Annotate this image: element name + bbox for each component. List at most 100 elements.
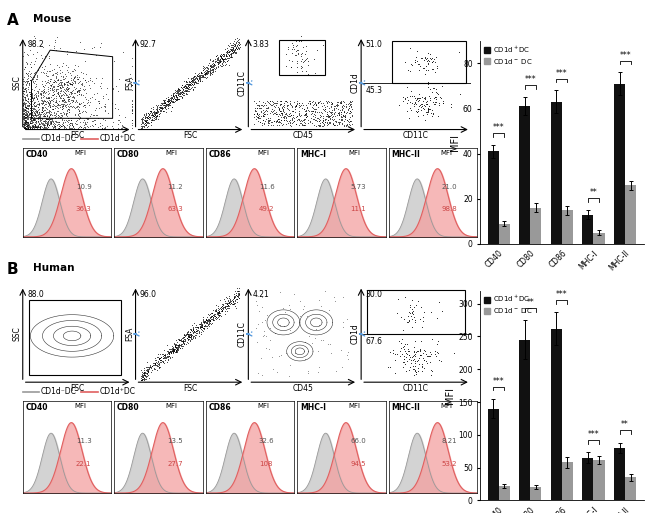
Text: CD80: CD80	[117, 150, 140, 159]
Bar	[551, 329, 562, 500]
X-axis label: CD45: CD45	[292, 131, 313, 140]
Text: MHC-II: MHC-II	[391, 150, 421, 159]
Bar	[562, 462, 573, 500]
Text: 22.1: 22.1	[76, 461, 91, 467]
Bar	[614, 84, 625, 244]
Text: MFI: MFI	[74, 403, 86, 409]
Bar	[582, 458, 593, 500]
X-axis label: FSC: FSC	[183, 131, 198, 140]
Text: CD1d⁻DC: CD1d⁻DC	[41, 134, 77, 143]
Text: 98.8: 98.8	[442, 206, 458, 212]
Text: CD86: CD86	[209, 403, 231, 412]
Legend: CD1d$^+$DC, CD1d$^-$ DC: CD1d$^+$DC, CD1d$^-$ DC	[484, 294, 532, 315]
Text: 11.6: 11.6	[259, 184, 274, 190]
Text: 10.9: 10.9	[76, 184, 92, 190]
Text: ***: ***	[556, 69, 567, 77]
Bar	[392, 41, 466, 83]
Text: MFI: MFI	[257, 150, 269, 156]
Bar	[29, 300, 122, 376]
Text: MFI: MFI	[74, 150, 86, 156]
Text: 51.0: 51.0	[365, 40, 382, 49]
Text: 36.3: 36.3	[76, 206, 92, 212]
Text: ***: ***	[493, 123, 504, 132]
Text: CD40: CD40	[25, 150, 48, 159]
Text: 11.2: 11.2	[167, 184, 183, 190]
Bar	[625, 185, 636, 244]
Text: A: A	[6, 13, 18, 28]
Text: 30.0: 30.0	[365, 290, 382, 299]
Y-axis label: CD11C: CD11C	[238, 321, 247, 347]
Text: 53.2: 53.2	[442, 461, 458, 467]
Text: 108: 108	[259, 461, 272, 467]
Text: CD86: CD86	[209, 150, 231, 159]
Bar	[488, 408, 499, 500]
Text: 11.3: 11.3	[76, 438, 92, 444]
Y-axis label: SSC: SSC	[12, 327, 21, 341]
Text: Mouse: Mouse	[32, 14, 71, 24]
Bar	[593, 232, 604, 244]
Text: MFI: MFI	[257, 403, 269, 409]
Text: ***: ***	[493, 377, 504, 385]
Text: ***: ***	[619, 51, 631, 60]
X-axis label: CD11C: CD11C	[403, 384, 429, 392]
Text: 66.0: 66.0	[350, 438, 366, 444]
Bar	[562, 210, 573, 244]
Text: 45.3: 45.3	[365, 86, 382, 95]
Y-axis label: FSA: FSA	[125, 327, 134, 341]
Y-axis label: CD11C: CD11C	[238, 70, 247, 96]
Bar	[488, 151, 499, 244]
Text: 5.73: 5.73	[350, 184, 366, 190]
Text: MFI: MFI	[440, 403, 452, 409]
Text: 49.2: 49.2	[259, 206, 274, 212]
Bar	[593, 460, 604, 500]
Bar	[279, 40, 325, 75]
Y-axis label: CD1d: CD1d	[351, 324, 359, 344]
Text: 98.2: 98.2	[27, 40, 44, 49]
Bar	[519, 106, 530, 244]
Text: MFI: MFI	[348, 403, 361, 409]
Text: ***: ***	[556, 290, 567, 299]
Text: Human: Human	[32, 263, 74, 272]
Text: 27.7: 27.7	[167, 461, 183, 467]
Text: **: **	[590, 188, 597, 198]
Text: 96.0: 96.0	[140, 290, 157, 299]
Y-axis label: MFI: MFI	[450, 134, 460, 151]
Bar	[530, 208, 541, 244]
Y-axis label: MFI: MFI	[445, 387, 456, 404]
Text: B: B	[6, 262, 18, 277]
Bar	[625, 478, 636, 500]
Text: 92.7: 92.7	[140, 40, 157, 49]
Text: 11.1: 11.1	[350, 206, 366, 212]
Text: 3.83: 3.83	[253, 40, 270, 49]
X-axis label: FSC: FSC	[70, 384, 84, 392]
Bar	[367, 290, 465, 334]
Text: 13.5: 13.5	[167, 438, 183, 444]
Text: CD80: CD80	[117, 403, 140, 412]
Text: 8.21: 8.21	[442, 438, 458, 444]
Text: MFI: MFI	[348, 150, 361, 156]
Text: CD1d⁺DC: CD1d⁺DC	[99, 134, 135, 143]
Text: CD1d⁺DC: CD1d⁺DC	[99, 387, 135, 397]
Bar	[530, 487, 541, 500]
Bar	[551, 102, 562, 244]
Text: 67.6: 67.6	[365, 337, 382, 346]
Legend: CD1d$^+$DC, CD1d$^-$ DC: CD1d$^+$DC, CD1d$^-$ DC	[484, 44, 532, 66]
X-axis label: CD11C: CD11C	[403, 131, 429, 140]
X-axis label: FSC: FSC	[70, 131, 84, 140]
Text: MHC-I: MHC-I	[300, 150, 326, 159]
Y-axis label: CD1d: CD1d	[351, 72, 359, 93]
Text: ***: ***	[525, 75, 536, 85]
Text: **: **	[526, 298, 534, 307]
Text: MFI: MFI	[166, 403, 177, 409]
Bar	[499, 486, 510, 500]
Text: CD40: CD40	[25, 403, 48, 412]
Bar	[519, 340, 530, 500]
Text: MFI: MFI	[440, 150, 452, 156]
Text: 63.3: 63.3	[167, 206, 183, 212]
Text: 32.6: 32.6	[259, 438, 274, 444]
Y-axis label: SSC: SSC	[12, 75, 21, 90]
Bar	[499, 224, 510, 244]
Bar	[582, 214, 593, 244]
Text: MFI: MFI	[166, 150, 177, 156]
Text: MHC-II: MHC-II	[391, 403, 421, 412]
